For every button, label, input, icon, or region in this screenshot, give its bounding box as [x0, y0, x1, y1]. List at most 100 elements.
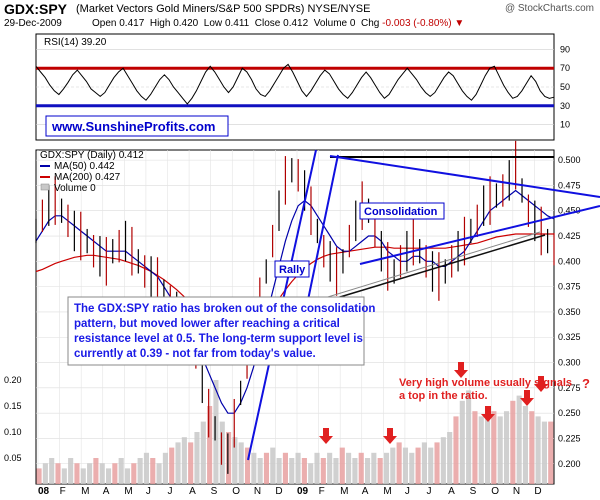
volume-bar — [61, 468, 67, 484]
volume-bar — [485, 406, 491, 484]
month-tick-label: M — [124, 486, 132, 497]
rally-label-box — [274, 260, 310, 278]
note-line: currently at 0.39 - not far from today's… — [74, 348, 316, 360]
price-tick-label: 0.350 — [558, 307, 581, 317]
price-tick-label: 0.250 — [558, 408, 581, 418]
volume-bar — [270, 447, 276, 484]
volume-bar — [251, 452, 257, 484]
rsi-line — [35, 63, 555, 105]
low-value: 0.411 — [224, 18, 250, 29]
volume-bar — [244, 447, 251, 484]
price-tick-label: 0.325 — [558, 332, 581, 342]
volume-bar — [516, 395, 522, 484]
volume-bar — [282, 452, 288, 484]
volume-tick-labels: 0.20 0.15 0.10 0.05 — [4, 375, 22, 463]
volume-bar — [124, 468, 131, 484]
price-tick-label: 0.400 — [558, 256, 581, 266]
volume-bar — [295, 452, 301, 484]
volume-bar — [434, 442, 440, 484]
month-tick-label: J — [427, 486, 432, 497]
volume-bar — [112, 463, 118, 484]
legend-volume: Volume 0 — [54, 183, 96, 194]
volume-bar — [541, 421, 547, 484]
volume-bar — [200, 421, 206, 484]
volume-bar — [491, 411, 497, 484]
open-value: 0.417 — [119, 18, 145, 29]
volume-bar — [118, 458, 124, 484]
month-tick-label: M — [340, 486, 348, 497]
month-tick-label: M — [81, 486, 89, 497]
ma200-line — [35, 233, 554, 337]
high-value: 0.420 — [173, 18, 199, 29]
watermark-text: www.SunshineProfits.com — [51, 119, 215, 134]
volume-bar — [453, 416, 459, 484]
volume-bar — [55, 463, 61, 484]
volume-bar — [333, 458, 339, 484]
volume-bar — [409, 452, 415, 484]
volume-bar — [68, 458, 74, 484]
volume-bar — [188, 442, 194, 484]
rsi-tick-label: 90 — [560, 44, 570, 54]
volume-note-line-1: Very high volume usually signals — [399, 377, 572, 389]
month-tick-label: A — [362, 486, 369, 497]
arrow-down-icon — [454, 362, 468, 378]
volume-tick-label: 0.15 — [4, 401, 22, 411]
volume-bar — [377, 458, 383, 484]
volume-bar — [226, 432, 232, 484]
chart-legend: GDX:SPY (Daily) 0.412 MA(50) 0.442 MA(20… — [40, 150, 144, 194]
volume-bar — [535, 416, 541, 484]
down-triangle-icon: ▼ — [454, 18, 465, 29]
volume-bar — [428, 447, 434, 484]
volume-bar — [276, 458, 282, 484]
arrow-down-icon — [481, 406, 495, 422]
month-tick-label: 09 — [297, 486, 309, 497]
volume-arrows — [319, 362, 548, 444]
price-gridlines — [36, 150, 554, 484]
arrow-down-icon — [520, 390, 534, 406]
volume-bar — [175, 442, 181, 484]
month-tick-label: O — [232, 486, 240, 497]
rsi-tick-labels: 90 70 50 30 10 — [560, 44, 570, 129]
volume-value: 0 — [349, 18, 356, 29]
price-tick-labels: 0.500 0.475 0.450 0.425 0.400 0.375 0.350 0.325… — [558, 155, 581, 469]
volume-bar — [181, 437, 187, 484]
volume-tick-label: 0.05 — [4, 453, 22, 463]
volume-bar — [87, 463, 93, 484]
rally-trendline-2 — [307, 154, 339, 301]
arrow-down-icon — [383, 428, 397, 444]
change-value: -0.003 (-0.80%) — [382, 18, 452, 29]
rsi-tick-label: 30 — [560, 101, 570, 111]
close-value: 0.412 — [283, 18, 309, 29]
volume-bar — [440, 437, 446, 484]
pointer-line-2 — [329, 234, 546, 301]
month-tick-label: A — [448, 486, 455, 497]
volume-bar — [169, 447, 175, 484]
volume-tick-label: 0.20 — [4, 375, 22, 385]
volume-bar — [383, 452, 390, 484]
support-line — [359, 205, 600, 265]
ma50-line — [35, 189, 555, 414]
arrow-down-icon — [319, 428, 333, 444]
legend-main: GDX:SPY (Daily) 0.412 — [40, 150, 144, 161]
month-tick-label: D — [534, 486, 541, 497]
month-tick-label: 08 — [38, 486, 50, 497]
volume-bar — [466, 390, 472, 484]
volume-bar — [522, 406, 529, 484]
volume-bar — [459, 400, 465, 484]
volume-bar — [364, 458, 371, 484]
volume-bar — [289, 458, 295, 484]
upper-triangle-line — [329, 155, 600, 198]
legend-ma200: MA(200) 0.427 — [54, 172, 121, 183]
month-tick-label: M — [383, 486, 391, 497]
volume-bars — [36, 380, 554, 484]
volume-bar — [503, 411, 510, 484]
volume-bar — [314, 452, 320, 484]
volume-bar — [219, 421, 225, 484]
volume-bar — [93, 458, 99, 484]
note-line: resistance level at 0.5. The long-term s… — [74, 333, 363, 345]
month-tick-label: A — [189, 486, 196, 497]
month-tick-label: S — [470, 486, 477, 497]
note-box — [67, 296, 365, 366]
volume-bar — [358, 452, 364, 484]
